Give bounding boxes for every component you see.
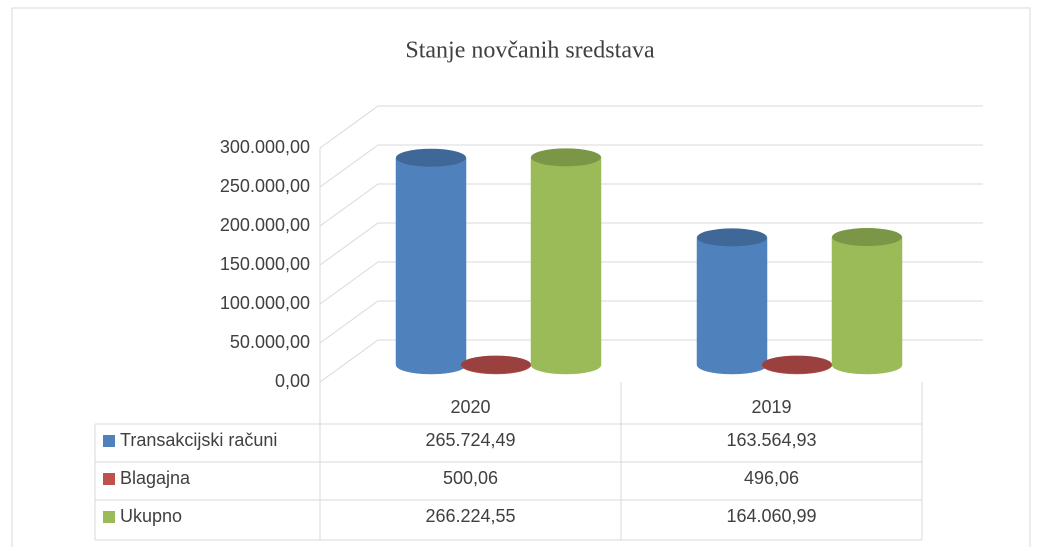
y-tick-label: 200.000,00 <box>220 215 310 235</box>
table-cell: 500,06 <box>443 468 498 488</box>
grid-line <box>319 300 983 344</box>
y-tick-label: 50.000,00 <box>230 332 310 352</box>
grid-line <box>319 105 983 149</box>
y-tick-label: 300.000,00 <box>220 137 310 157</box>
cylinder-top <box>396 148 466 167</box>
legend-label: Ukupno <box>120 506 182 526</box>
legend-key <box>103 435 115 447</box>
grid-line <box>319 183 983 227</box>
y-tick-label: 150.000,00 <box>220 254 310 274</box>
table-cell: 163.564,93 <box>726 430 816 450</box>
legend-label: Blagajna <box>120 468 191 488</box>
y-tick-label: 100.000,00 <box>220 293 310 313</box>
grid-line <box>319 222 983 266</box>
chart-title: Stanje novčanih sredstava <box>405 38 655 64</box>
y-tick-label: 0,00 <box>275 371 310 391</box>
cylinder <box>831 236 903 375</box>
grid-line <box>319 339 983 383</box>
table-cell: 164.060,99 <box>726 506 816 526</box>
grid-line <box>319 144 983 188</box>
cylinder-top <box>832 228 902 247</box>
grid-line <box>319 261 983 305</box>
legend-label: Transakcijski računi <box>120 430 277 450</box>
cylinder <box>696 237 768 375</box>
table-cell: 266.224,55 <box>425 506 515 526</box>
cylinder-top <box>461 355 531 374</box>
legend-key <box>103 511 115 523</box>
legend-key <box>103 473 115 485</box>
x-tick-label: 2020 <box>450 397 490 417</box>
cylinder <box>530 157 602 375</box>
cylinder-top <box>697 228 767 247</box>
table-cell: 265.724,49 <box>425 430 515 450</box>
cylinder <box>395 157 467 375</box>
y-tick-label: 250.000,00 <box>220 176 310 196</box>
cylinder-top <box>762 355 832 374</box>
x-tick-label: 2019 <box>751 397 791 417</box>
table-cell: 496,06 <box>744 468 799 488</box>
cylinder-top <box>531 148 601 167</box>
